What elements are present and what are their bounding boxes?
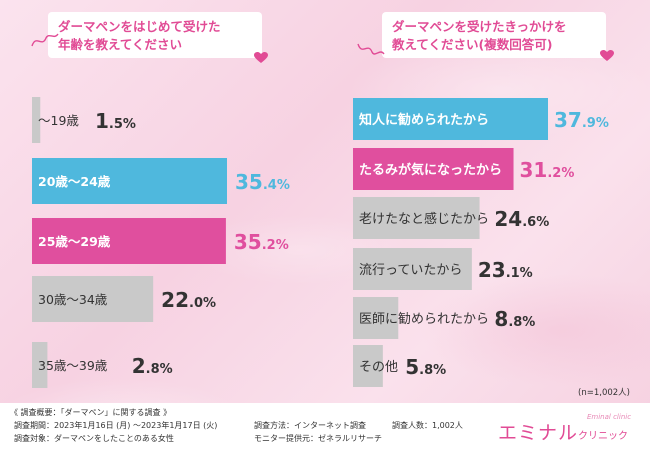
value-label: 35.2% (234, 230, 289, 254)
bar (32, 276, 154, 322)
right-chart-title: ダーマペンを受けたきっかけを 教えてください(複数回答可) (382, 12, 614, 61)
bar (32, 342, 48, 388)
value-label: 2.8% (132, 354, 173, 378)
value-label: 35.4% (235, 170, 290, 194)
value-label: 23.1% (478, 258, 533, 282)
bar (353, 148, 514, 190)
brand-name: エミナル (498, 422, 579, 444)
category-label: 20歳～24歳 (38, 174, 111, 189)
right-title-line2: 教えてください(複数回答可) (392, 37, 553, 52)
footer-method: 調査方法：インターネット調査 (254, 421, 366, 430)
right-title-line1: ダーマペンを受けたきっかけを (392, 19, 567, 34)
value-label: 8.8% (494, 307, 535, 331)
category-label: たるみが気になったから (359, 162, 502, 178)
bar (32, 97, 41, 143)
squiggle-decoration-icon (30, 30, 60, 50)
category-label: 老けたなと感じたから (359, 211, 489, 227)
category-label: 流行っていたから (359, 263, 462, 278)
value-label: 22.0% (161, 288, 216, 312)
footer-provider: モニター提供元：ゼネラルリサーチ (254, 434, 382, 443)
footer-period: 調査期間：2023年1月16日 (月) ～2023年1月17日 (火) (14, 421, 218, 430)
bar (353, 98, 548, 140)
footer-target: 調査対象：ダーマペンをしたことのある女性 (14, 434, 174, 443)
category-label: 35歳～39歳 (38, 358, 108, 373)
value-label: 5.8% (405, 355, 446, 379)
category-label: ～19歳 (38, 113, 79, 128)
category-label: その他 (359, 360, 398, 375)
heart-icon (254, 52, 268, 64)
sample-size-note: (n=1,002人) (578, 388, 630, 398)
value-label: 31.2% (520, 158, 575, 182)
bar (32, 158, 227, 204)
category-label: 30歳～34歳 (38, 292, 108, 307)
left-title-line1: ダーマペンをはじめて受けた (58, 19, 221, 34)
clinic-logo: エミナル クリニック Eminal clinic (494, 412, 644, 444)
category-label: 25歳～29歳 (38, 234, 111, 249)
footer-count: 調査人数：1,002人 (392, 421, 463, 430)
category-label: 知人に勧められたから (359, 112, 489, 128)
value-label: 1.5% (95, 109, 136, 133)
squiggle-decoration-icon (356, 40, 386, 60)
brand-script: Eminal clinic (587, 413, 632, 421)
bar (32, 218, 226, 264)
category-label: 医師に勧められたから (359, 311, 489, 327)
footer-heading: 《 調査概要：「ダーマペン」に関する調査 》 (10, 408, 172, 417)
survey-footer: 《 調査概要：「ダーマペン」に関する調査 》 調査期間：2023年1月16日 (… (0, 403, 650, 450)
bar (353, 345, 383, 387)
bar (353, 197, 480, 239)
value-label: 37.9% (554, 108, 609, 132)
left-title-line2: 年齢を教えてください (58, 37, 183, 52)
bar (353, 297, 399, 339)
left-chart-title: ダーマペンをはじめて受けた 年齢を教えてください (48, 12, 268, 63)
heart-icon (600, 50, 614, 62)
brand-sub: クリニック (578, 431, 628, 442)
bar (353, 248, 472, 290)
value-label: 24.6% (494, 207, 549, 231)
